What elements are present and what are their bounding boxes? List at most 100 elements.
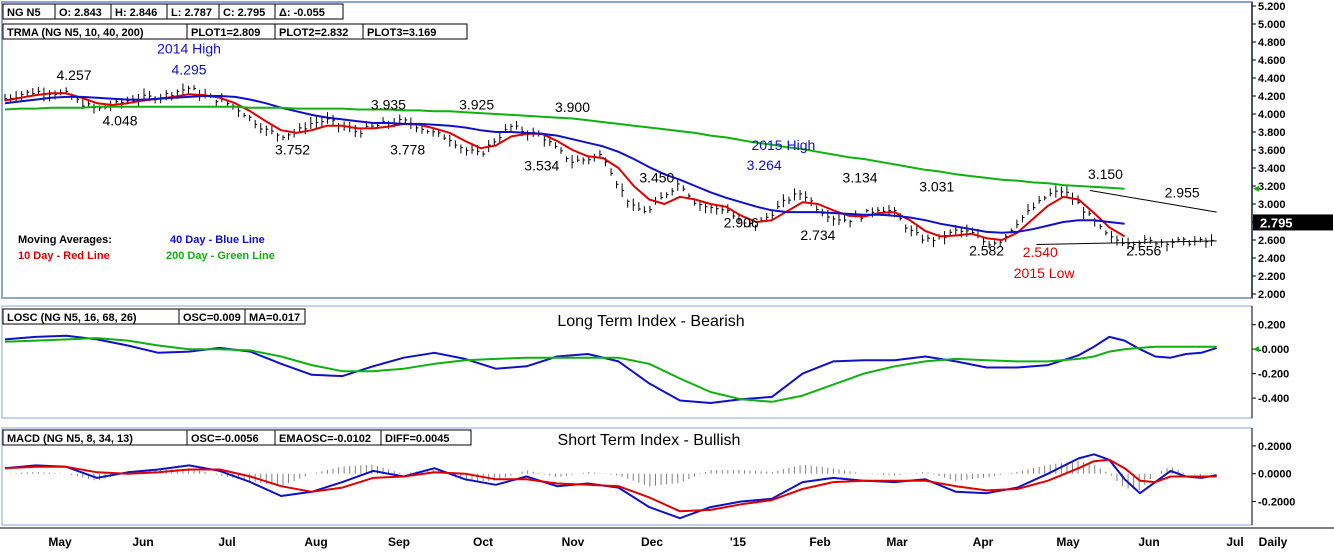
- price-annotation: 2.556: [1126, 242, 1161, 258]
- price-bars: [4, 83, 1214, 252]
- macd-tick-label: -0.2000: [1258, 497, 1295, 509]
- price-header-text: C: 2.795: [223, 7, 265, 19]
- legend-green: 200 Day - Green Line: [166, 250, 275, 262]
- price-tick-label: 3.400: [1258, 163, 1286, 175]
- price-annotation: 3.752: [275, 142, 310, 158]
- trma-header-box: [362, 23, 468, 40]
- trma-header-text: PLOT3=3.169: [367, 27, 436, 39]
- price-header-text: O: 2.843: [59, 7, 102, 19]
- losc-line-2: [4, 337, 1217, 403]
- macd-header-box: [380, 429, 472, 446]
- macd-tick-label: 0.0000: [1258, 469, 1292, 481]
- price-tick-label: 3.000: [1258, 199, 1286, 211]
- price-series: [4, 92, 1126, 241]
- losc-header-box: [244, 308, 306, 325]
- price-annotation: 3.450: [639, 169, 674, 185]
- price-annotation: 2015 High: [751, 137, 815, 153]
- price-annotation: 2.540: [1023, 244, 1058, 260]
- price-annotation: 4.257: [56, 67, 91, 83]
- price-annotation: 3.134: [843, 169, 878, 185]
- losc-tick-label: 0.200: [1258, 320, 1286, 332]
- price-annotation: 2.906: [724, 214, 759, 230]
- price-annotation: 2015 Low: [1014, 265, 1076, 281]
- losc-tick-label: -0.000: [1258, 344, 1289, 356]
- price-header-text: Δ: -0.055: [279, 7, 325, 19]
- price-tick-label: 3.800: [1258, 127, 1286, 139]
- macd-line-2: [4, 458, 1217, 513]
- price-line-2: [4, 95, 1125, 234]
- price-header-text: L: 2.787: [171, 7, 212, 19]
- price-header-box: [274, 3, 344, 20]
- x-axis-label: Nov: [562, 535, 585, 549]
- period-label: Daily: [1259, 535, 1288, 549]
- x-axis-label: Mar: [886, 535, 908, 549]
- price-annotation: 2.955: [1165, 185, 1200, 201]
- price-header-text: NG N5: [7, 7, 41, 19]
- x-axis-label: Apr: [973, 535, 994, 549]
- price-tick-label: 4.600: [1258, 55, 1286, 67]
- price-tick-label: 2.200: [1258, 271, 1286, 283]
- last-price-label: 2.795: [1260, 215, 1293, 230]
- price-annotation: 3.031: [919, 178, 954, 194]
- x-axis-label: May: [48, 535, 72, 549]
- macd-header-text: OSC=-0.0056: [191, 433, 259, 445]
- price-line-3: [4, 105, 1125, 190]
- legend-blue: 40 Day - Blue Line: [170, 234, 265, 246]
- x-axis-label: Jun: [132, 535, 153, 549]
- price-annotation: 3.534: [524, 158, 559, 174]
- trma-header-text: PLOT1=2.809: [191, 27, 260, 39]
- x-axis-label: May: [1056, 535, 1080, 549]
- price-annotation: 2.734: [800, 227, 835, 243]
- price-tick-label: 3.200: [1258, 181, 1286, 193]
- trend-line-0: [1090, 190, 1217, 213]
- losc-header-text: LOSC (NG N5, 16, 68, 26): [7, 312, 137, 324]
- price-tick-label: 4.000: [1258, 109, 1286, 121]
- trend-line-1: [1036, 240, 1217, 245]
- losc-header-text: OSC=0.009: [183, 312, 241, 324]
- price-annotation: 3.778: [390, 142, 425, 158]
- last-price-box: [1253, 214, 1333, 231]
- macd-header-text: DIFF=0.0045: [385, 433, 450, 445]
- price-annotation: 4.295: [172, 61, 207, 77]
- price-annotation: 4.048: [103, 113, 138, 129]
- price-tick-label: 5.000: [1258, 19, 1286, 31]
- x-axis-label: Aug: [304, 535, 327, 549]
- macd-header-text: MACD (NG N5, 8, 34, 13): [7, 433, 133, 445]
- price-tick-label: 4.400: [1258, 73, 1286, 85]
- x-axis-label: Dec: [641, 535, 663, 549]
- macd-panel-title: Short Term Index - Bullish: [558, 432, 741, 449]
- price-annotation: 2.582: [969, 242, 1004, 258]
- price-annotation: 3.264: [747, 157, 782, 173]
- x-axis-label: Oct: [473, 535, 493, 549]
- price-annotation: 2014 High: [157, 41, 221, 57]
- macd-series: [4, 453, 1217, 520]
- price-tick-label: 4.200: [1258, 91, 1286, 103]
- macd-tick-label: 0.2000: [1258, 441, 1292, 453]
- losc-series: [4, 334, 1218, 404]
- x-axis-label: Sep: [388, 535, 410, 549]
- price-annotation: 3.150: [1088, 166, 1123, 182]
- losc-marker: [1253, 346, 1259, 353]
- trma-header-text: PLOT2=2.832: [279, 27, 348, 39]
- trma-header-text: TRMA (NG N5, 10, 40, 200): [7, 27, 144, 39]
- macd-header-text: EMAOSC=-0.0102: [279, 433, 371, 445]
- x-axis-label: Jul: [218, 535, 235, 549]
- losc-tick-label: -0.200: [1258, 369, 1289, 381]
- losc-header-text: MA=0.017: [249, 312, 300, 324]
- price-tick-label: 3.600: [1258, 145, 1286, 157]
- price-tick-label: 5.200: [1258, 1, 1286, 13]
- panel-frame-0: [1, 1, 1253, 299]
- losc-tick-label: -0.400: [1258, 393, 1289, 405]
- x-axis-label: Feb: [809, 535, 830, 549]
- price-tick-label: 2.400: [1258, 253, 1286, 265]
- price-line-1: [4, 92, 1126, 241]
- price-tick-label: 4.800: [1258, 37, 1286, 49]
- price-annotation: 3.935: [371, 97, 406, 113]
- legend-title: Moving Averages:: [18, 234, 112, 246]
- x-axis-label: '15: [730, 535, 747, 549]
- legend-red: 10 Day - Red Line: [18, 250, 110, 262]
- price-header-text: H: 2.846: [115, 7, 157, 19]
- price-annotation: 3.925: [459, 97, 494, 113]
- green-ma-marker: [1253, 185, 1259, 192]
